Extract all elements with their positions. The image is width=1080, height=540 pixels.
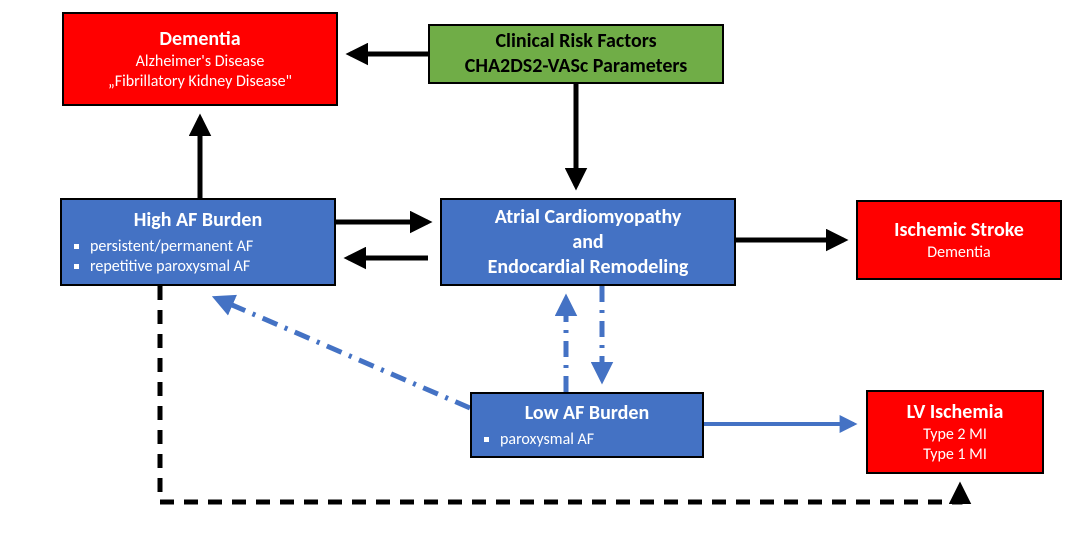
- node-high_af-title: High AF Burden: [134, 208, 262, 233]
- node-low_af: Low AF Burden paroxysmal AF: [470, 392, 704, 458]
- node-stroke-sub: Dementia: [927, 243, 990, 263]
- node-dementia-title: Dementia: [159, 27, 240, 52]
- edge-low_to_high_diag: [216, 298, 470, 408]
- node-cardio-line: Endocardial Remodeling: [488, 255, 689, 280]
- node-risk-title: Clinical Risk Factors: [495, 29, 656, 54]
- node-dementia: DementiaAlzheimer's Disease„Fibrillatory…: [62, 12, 338, 106]
- node-dementia-sub: Alzheimer's Disease: [136, 52, 265, 72]
- node-cardio: Atrial CardiomyopathyandEndocardial Remo…: [440, 198, 736, 286]
- node-cardio-title: Atrial Cardiomyopathy: [495, 205, 682, 230]
- diagram-canvas: DementiaAlzheimer's Disease„Fibrillatory…: [0, 0, 1080, 540]
- node-stroke-title: Ischemic Stroke: [894, 218, 1024, 243]
- node-low_af-title: Low AF Burden: [525, 401, 649, 426]
- node-low_af-bullet: paroxysmal AF: [500, 430, 594, 450]
- node-high_af-bullet: repetitive paroxysmal AF: [90, 257, 253, 277]
- node-lv-title: LV Ischemia: [907, 400, 1004, 425]
- node-stroke: Ischemic StrokeDementia: [856, 200, 1062, 280]
- node-high_af: High AF Burden persistent/permanent AFrep…: [60, 198, 336, 286]
- node-high_af-bullets: persistent/permanent AFrepetitive paroxy…: [72, 237, 253, 277]
- node-lv: LV IschemiaType 2 MIType 1 MI: [866, 390, 1044, 474]
- node-risk: Clinical Risk FactorsCHA2DS2-VASc Parame…: [428, 24, 724, 84]
- node-dementia-sub: „Fibrillatory Kidney Disease": [108, 72, 292, 92]
- node-high_af-bullet: persistent/permanent AF: [90, 237, 253, 257]
- node-cardio-line: and: [572, 230, 603, 255]
- node-risk-sub: CHA2DS2-VASc Parameters: [465, 54, 688, 79]
- node-lv-sub: Type 1 MI: [923, 445, 987, 465]
- node-low_af-bullets: paroxysmal AF: [482, 430, 594, 450]
- node-lv-sub: Type 2 MI: [923, 425, 987, 445]
